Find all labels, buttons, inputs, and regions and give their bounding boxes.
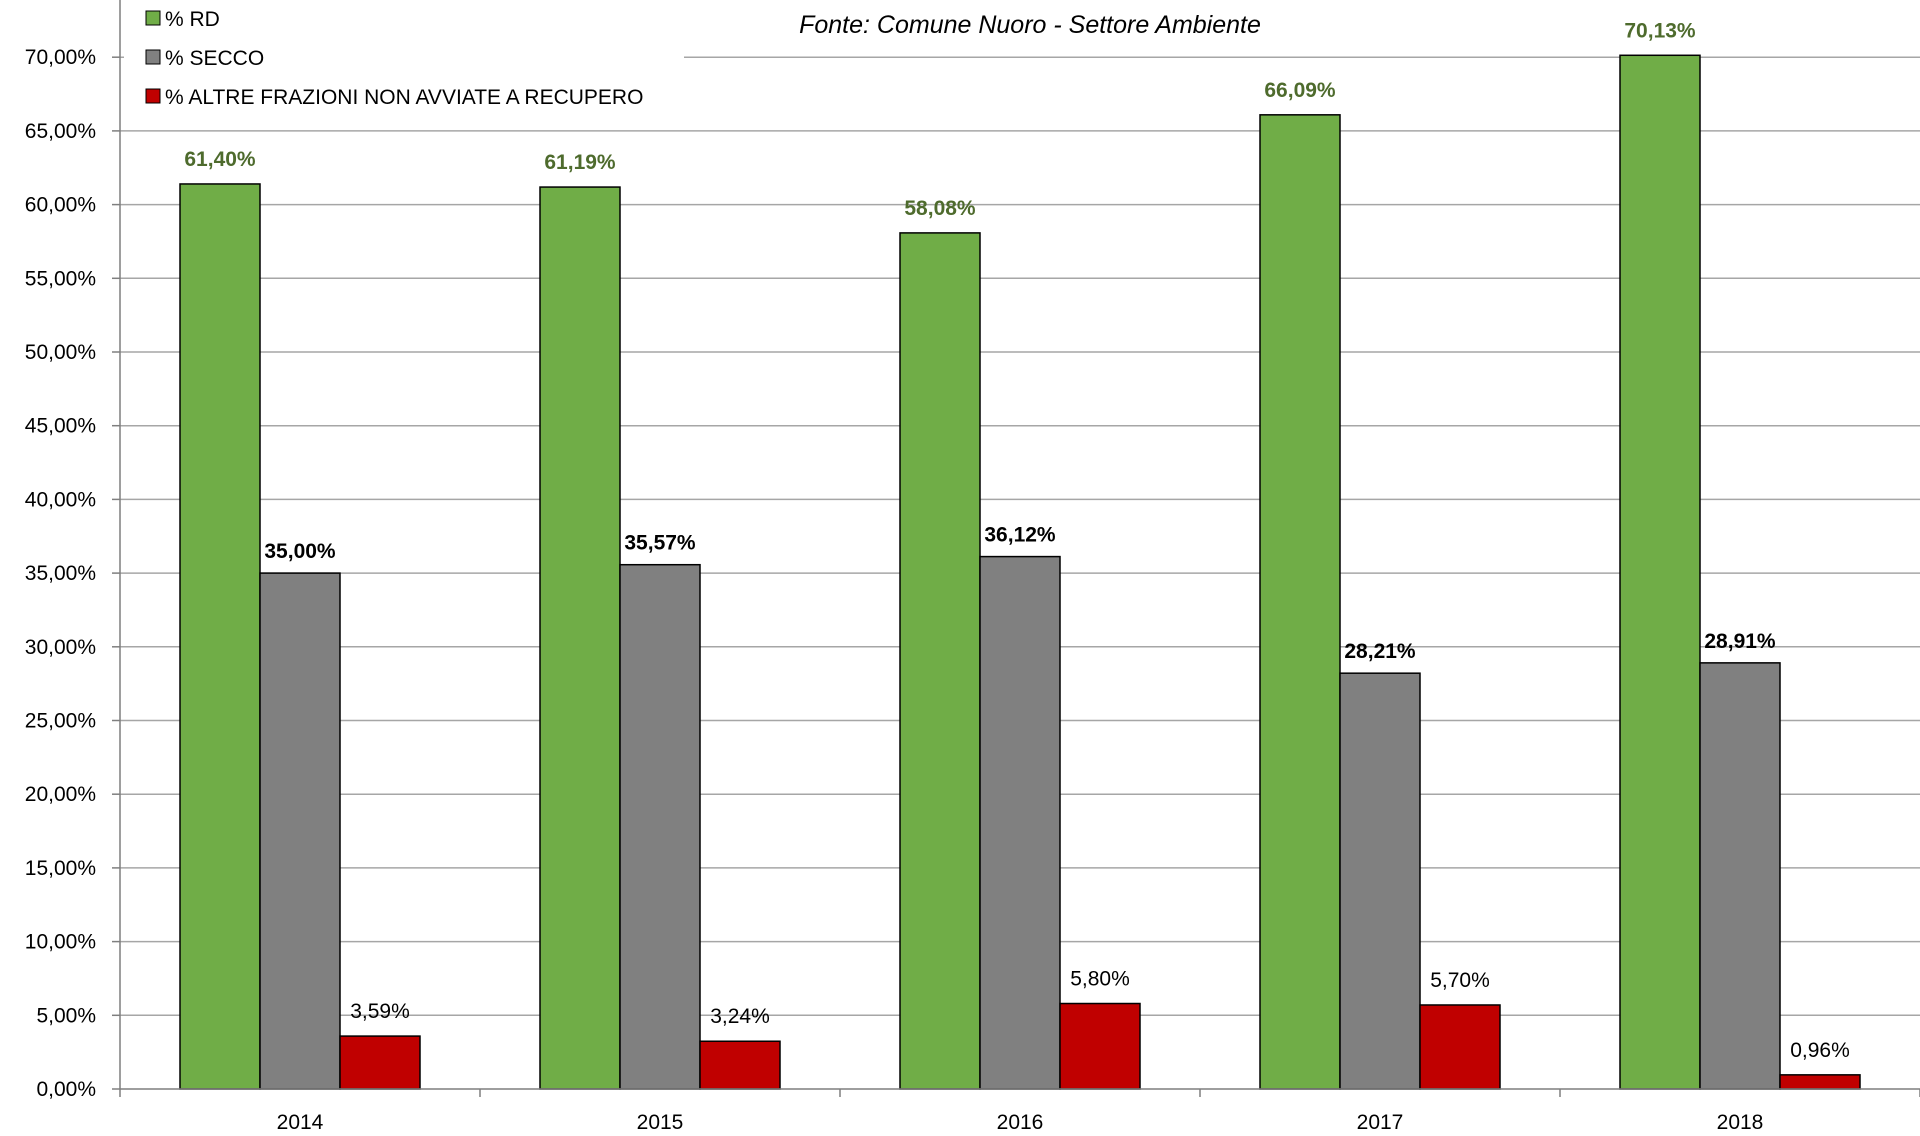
bar xyxy=(1779,1074,1861,1090)
data-label: 35,00% xyxy=(264,540,336,563)
x-axis: 2014 2015 2016 2017 2018 xyxy=(119,1088,1920,1134)
y-tick-label: 15,00% xyxy=(25,857,96,880)
y-tick-label: 45,00% xyxy=(25,415,96,438)
bar xyxy=(339,1035,421,1090)
data-label: 5,80% xyxy=(1070,968,1130,991)
y-tick-label: 40,00% xyxy=(25,488,96,511)
x-tick-label: 2018 xyxy=(1717,1111,1764,1134)
data-labels: 61,40% 61,19% 58,08% 66,09% 70,13% 35,00% 35,5… xyxy=(184,19,1849,1062)
y-tick-label: 20,00% xyxy=(25,783,96,806)
data-label: 66,09% xyxy=(1264,79,1336,102)
x-tick-label: 2017 xyxy=(1357,1111,1404,1134)
data-label: 70,13% xyxy=(1624,19,1696,42)
y-tick-label: 10,00% xyxy=(25,931,96,954)
bar xyxy=(979,555,1061,1090)
legend-label: % SECCO xyxy=(165,47,264,70)
legend-swatch xyxy=(145,49,161,65)
legend: % RD % SECCO % ALTRE FRAZIONI NON AVVIATE … xyxy=(124,0,684,118)
legend-swatch xyxy=(145,88,161,104)
bars xyxy=(179,54,1861,1090)
y-tick-label: 0,00% xyxy=(36,1078,96,1101)
y-tick-label: 35,00% xyxy=(25,562,96,585)
y-tick-label: 5,00% xyxy=(36,1004,96,1027)
bar xyxy=(899,232,981,1090)
bar xyxy=(259,572,341,1090)
y-tick-label: 65,00% xyxy=(25,120,96,143)
data-label: 35,57% xyxy=(624,532,696,555)
bar xyxy=(619,563,701,1090)
data-label: 0,96% xyxy=(1790,1039,1850,1062)
data-label: 61,40% xyxy=(184,148,256,171)
legend-label: % ALTRE FRAZIONI NON AVVIATE A RECUPERO xyxy=(165,86,643,109)
data-label: 61,19% xyxy=(544,151,616,174)
bar xyxy=(539,186,621,1090)
y-tick-label: 55,00% xyxy=(25,267,96,290)
x-tick-label: 2014 xyxy=(277,1111,324,1134)
legend-label: % RD xyxy=(165,8,220,31)
y-axis: 0,00% 5,00% 10,00% 15,00% 20,00% 25,00% 30,00%… xyxy=(25,0,121,1101)
bar xyxy=(1699,662,1781,1090)
data-label: 3,24% xyxy=(710,1005,770,1028)
data-label: 5,70% xyxy=(1430,969,1490,992)
data-label: 3,59% xyxy=(350,1000,410,1023)
data-label: 28,21% xyxy=(1344,640,1416,663)
bar xyxy=(1339,672,1421,1090)
bar xyxy=(179,183,261,1090)
x-tick-label: 2016 xyxy=(997,1111,1044,1134)
bar xyxy=(1619,54,1701,1090)
x-tick-label: 2015 xyxy=(637,1111,684,1134)
data-label: 36,12% xyxy=(984,524,1056,547)
y-tick-label: 30,00% xyxy=(25,636,96,659)
y-tick-label: 60,00% xyxy=(25,194,96,217)
bar xyxy=(699,1040,781,1090)
bar xyxy=(1059,1002,1141,1090)
data-label: 58,08% xyxy=(904,197,976,220)
legend-background xyxy=(124,0,684,118)
y-tick-label: 50,00% xyxy=(25,341,96,364)
bar xyxy=(1419,1004,1501,1090)
y-tick-label: 70,00% xyxy=(25,46,96,69)
legend-swatch xyxy=(145,10,161,26)
bar xyxy=(1259,114,1341,1090)
y-tick-label: 25,00% xyxy=(25,710,96,733)
chart-subtitle: Fonte: Comune Nuoro - Settore Ambiente xyxy=(799,11,1261,39)
data-label: 28,91% xyxy=(1704,630,1776,653)
